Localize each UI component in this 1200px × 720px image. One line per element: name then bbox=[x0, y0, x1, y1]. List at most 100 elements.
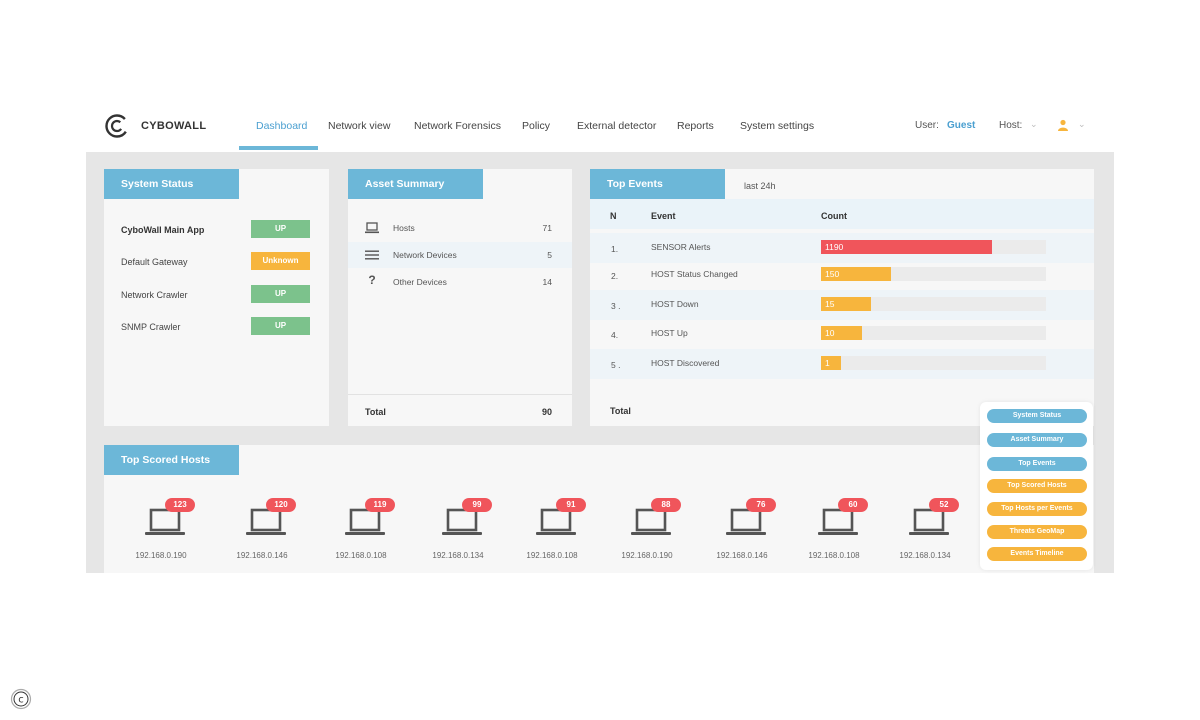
user-name[interactable]: Guest bbox=[947, 120, 976, 131]
host-card[interactable]: 76 192.168.0.146 bbox=[700, 495, 784, 565]
svg-text:c: c bbox=[18, 695, 24, 706]
widget-toggle-asset-summary[interactable]: Asset Summary bbox=[987, 433, 1087, 447]
laptop-icon bbox=[246, 508, 286, 535]
event-name: HOST Up bbox=[651, 328, 688, 338]
score-badge: 123 bbox=[165, 498, 195, 512]
score-badge: 60 bbox=[838, 498, 868, 512]
time-range-selector[interactable]: last 24h bbox=[744, 181, 776, 191]
widget-toggle-top-scored-hosts[interactable]: Top Scored Hosts bbox=[987, 479, 1087, 493]
event-name: HOST Down bbox=[651, 299, 699, 309]
dashboard-canvas: System Status CyboWall Main App UP Defau… bbox=[86, 152, 1114, 573]
count-bar bbox=[821, 240, 992, 254]
widget-toggle-top-hosts-per-events[interactable]: Top Hosts per Events bbox=[987, 502, 1087, 516]
event-rank: 1. bbox=[611, 244, 619, 254]
event-rank: 4. bbox=[611, 330, 619, 340]
host-ip: 192.168.0.190 bbox=[135, 551, 187, 560]
count-bar-track: 10 bbox=[821, 326, 1046, 340]
nav-network-forensics[interactable]: Network Forensics bbox=[414, 120, 501, 132]
brand-name: CYBOWALL bbox=[141, 120, 207, 132]
cybowall-logo-icon[interactable] bbox=[104, 113, 130, 139]
widget-toggle-events-timeline[interactable]: Events Timeline bbox=[987, 547, 1087, 561]
nav-system-settings[interactable]: System settings bbox=[740, 120, 815, 132]
host-ip: 192.168.0.146 bbox=[236, 551, 288, 560]
count-bar bbox=[821, 326, 862, 340]
host-ip: 192.168.0.134 bbox=[899, 551, 951, 560]
widget-toggle-top-events[interactable]: Top Events bbox=[987, 457, 1087, 471]
score-badge: 99 bbox=[462, 498, 492, 512]
total-label: Total bbox=[610, 406, 631, 416]
column-header-count: Count bbox=[821, 211, 847, 221]
panel-title[interactable]: System Status bbox=[104, 169, 239, 199]
asset-count: 71 bbox=[542, 223, 552, 233]
asset-label: Network Devices bbox=[393, 250, 457, 260]
table-row[interactable]: 4. HOST Up 10 bbox=[590, 319, 1094, 349]
event-name: HOST Discovered bbox=[651, 358, 720, 368]
laptop-icon bbox=[818, 508, 858, 535]
score-badge: 91 bbox=[556, 498, 586, 512]
list-item[interactable]: Hosts 71 bbox=[348, 215, 572, 241]
column-header-n: N bbox=[610, 211, 617, 221]
event-count: 1190 bbox=[825, 242, 844, 252]
nav-dashboard[interactable]: Dashboard bbox=[256, 120, 308, 132]
user-label: User: bbox=[915, 120, 939, 131]
event-name: SENSOR Alerts bbox=[651, 242, 711, 252]
laptop-icon bbox=[631, 508, 671, 535]
column-header-event: Event bbox=[651, 211, 676, 221]
event-rank: 3 . bbox=[611, 301, 621, 311]
host-ip: 192.168.0.190 bbox=[621, 551, 673, 560]
total-label: Total bbox=[365, 407, 386, 417]
panel-title[interactable]: Asset Summary bbox=[348, 169, 483, 199]
laptop-icon bbox=[145, 508, 185, 535]
status-badge: UP bbox=[251, 285, 310, 303]
nav-network-view[interactable]: Network view bbox=[328, 120, 391, 132]
event-rank: 2. bbox=[611, 271, 619, 281]
host-card[interactable]: 120 192.168.0.146 bbox=[220, 495, 304, 565]
panel-title[interactable]: Top Events bbox=[590, 169, 725, 199]
widget-menu: System Status Asset Summary Top Events Top … bbox=[980, 402, 1093, 570]
table-row[interactable]: 5 . HOST Discovered 1 bbox=[590, 349, 1094, 379]
laptop-icon bbox=[909, 508, 949, 535]
list-item[interactable]: ? Other Devices 14 bbox=[348, 269, 572, 295]
total-value: 90 bbox=[542, 407, 553, 417]
host-chevron-down-icon[interactable]: ⌄ bbox=[1030, 119, 1038, 129]
event-count: 15 bbox=[825, 299, 835, 309]
user-chevron-down-icon[interactable]: ⌄ bbox=[1078, 119, 1086, 129]
score-badge: 120 bbox=[266, 498, 296, 512]
host-card[interactable]: 60 192.168.0.108 bbox=[792, 495, 876, 565]
host-ip: 192.168.0.134 bbox=[432, 551, 484, 560]
widget-toggle-system-status[interactable]: System Status bbox=[987, 409, 1087, 423]
host-card[interactable]: 88 192.168.0.190 bbox=[605, 495, 689, 565]
table-row[interactable]: 3 . HOST Down 15 bbox=[590, 290, 1094, 320]
count-bar bbox=[821, 267, 891, 281]
user-icon[interactable] bbox=[1057, 119, 1069, 131]
asset-summary-panel: Asset Summary Hosts 71 Network Devices 5… bbox=[348, 169, 572, 426]
panel-title[interactable]: Top Scored Hosts bbox=[104, 445, 239, 475]
top-events-panel: Top Events last 24h N Event Count 1. SENS… bbox=[590, 169, 1094, 426]
laptop-icon bbox=[726, 508, 766, 535]
laptop-icon bbox=[442, 508, 482, 535]
host-ip: 192.168.0.108 bbox=[335, 551, 387, 560]
count-bar-track: 150 bbox=[821, 267, 1046, 281]
list-item[interactable]: Network Devices 5 bbox=[348, 242, 572, 268]
status-name: Default Gateway bbox=[121, 257, 188, 267]
asset-count: 14 bbox=[542, 277, 552, 287]
nav-policy[interactable]: Policy bbox=[522, 120, 551, 132]
host-selector[interactable]: Host: bbox=[999, 120, 1023, 131]
host-card[interactable]: 119 192.168.0.108 bbox=[319, 495, 403, 565]
host-card[interactable]: 91 192.168.0.108 bbox=[510, 495, 594, 565]
host-card[interactable]: 99 192.168.0.134 bbox=[416, 495, 500, 565]
system-status-panel: System Status CyboWall Main App UP Defau… bbox=[104, 169, 329, 426]
event-name: HOST Status Changed bbox=[651, 269, 738, 279]
nav-external-detector[interactable]: External detector bbox=[577, 120, 657, 132]
table-row[interactable]: 2. HOST Status Changed 150 bbox=[590, 260, 1094, 290]
score-badge: 76 bbox=[746, 498, 776, 512]
host-card[interactable]: 52 192.168.0.134 bbox=[883, 495, 967, 565]
host-card[interactable]: 123 192.168.0.190 bbox=[119, 495, 203, 565]
event-rank: 5 . bbox=[611, 360, 621, 370]
widget-toggle-threats-geomap[interactable]: Threats GeoMap bbox=[987, 525, 1087, 539]
count-bar bbox=[821, 356, 842, 370]
table-row[interactable]: 1. SENSOR Alerts 1190 bbox=[590, 233, 1094, 263]
active-tab-indicator bbox=[239, 146, 318, 150]
status-name: SNMP Crawler bbox=[121, 322, 181, 332]
nav-reports[interactable]: Reports bbox=[677, 120, 714, 132]
